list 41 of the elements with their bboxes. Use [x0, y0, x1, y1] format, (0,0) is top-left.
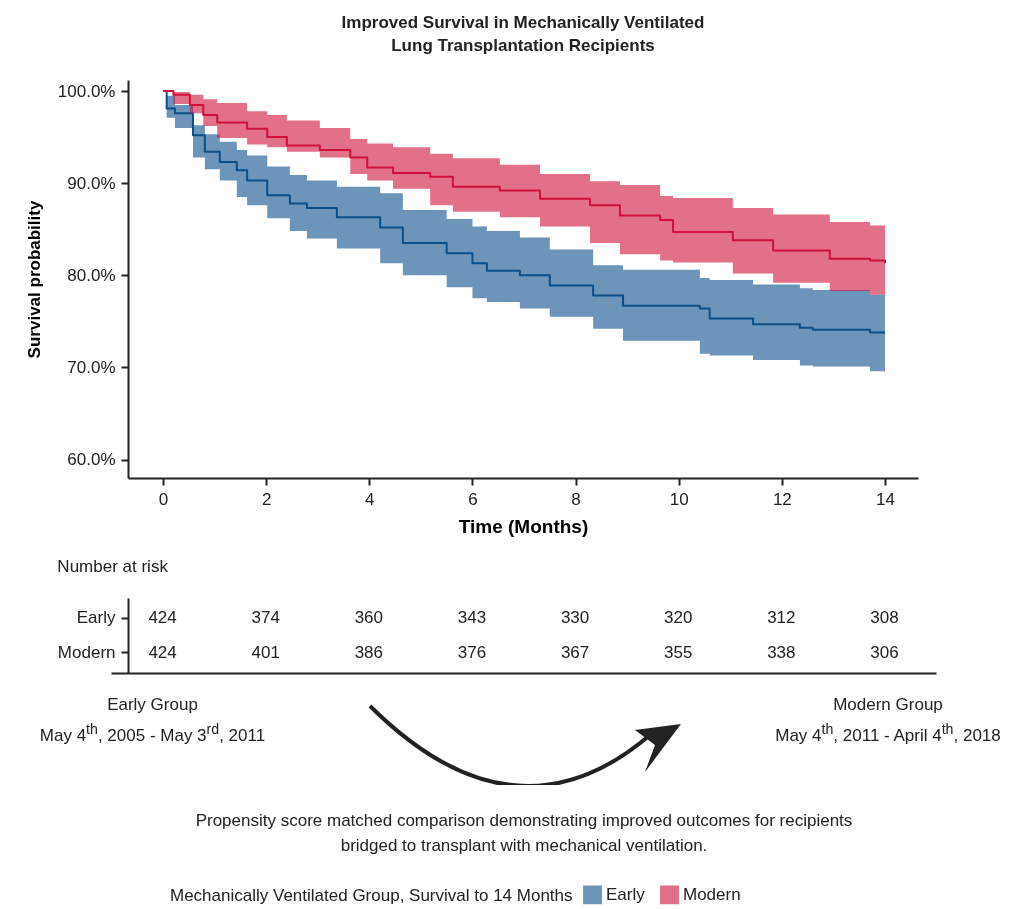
- y-tick-label: Modern: [57, 642, 116, 662]
- legend-title: Mechanically Ventilated Group, Survival to 14 Months: [170, 886, 573, 905]
- y-axis-title: Survival probability: [24, 200, 44, 359]
- data-label: 367: [560, 642, 590, 662]
- chart-title: Number at risk: [57, 557, 169, 576]
- data-label: 330: [560, 608, 590, 628]
- x-tick-label: 14: [876, 489, 895, 509]
- x-tick-label: 12: [772, 489, 792, 509]
- chart-title: Improved Survival in Mechanically Ventilated Lung Transplantation Recipients: [341, 13, 705, 55]
- x-tick-label: 10: [669, 489, 689, 509]
- data-label: 355: [664, 642, 693, 662]
- data-label: 312: [767, 608, 796, 628]
- x-tick-label: 2: [261, 489, 272, 509]
- data-label: 386: [354, 642, 383, 662]
- x-tick-label: 0: [158, 489, 169, 509]
- data-label: 343: [457, 608, 487, 628]
- x-tick-label: 8: [571, 489, 581, 509]
- legend-label: Early: [606, 884, 646, 904]
- y-tick-label: 80.0%: [67, 265, 116, 285]
- x-tick-label: 6: [468, 489, 478, 509]
- data-label: 424: [148, 608, 177, 628]
- y-tick-label: 60.0%: [67, 450, 116, 470]
- data-label: 376: [457, 642, 487, 662]
- x-axis-title: Time (Months): [458, 515, 589, 537]
- text: Modern Group May 4$^{th}$, 2011 - April 4$^{th}$, 2018: [774, 694, 1002, 747]
- data-label: 374: [251, 608, 280, 628]
- y-tick-label: Early: [76, 608, 116, 628]
- text: Propensity score matched comparison demonstrating improved outcomes for recipients bridged to transplant with mechanical ventilation.: [194, 810, 854, 857]
- data-label: 320: [664, 608, 693, 628]
- data-label: 424: [148, 642, 177, 662]
- data-label: 308: [870, 608, 899, 628]
- legend-label: Modern: [683, 884, 741, 904]
- data-label: 360: [354, 608, 383, 628]
- x-tick-label: 4: [365, 489, 375, 509]
- data-label: 306: [870, 642, 899, 662]
- text: Early Group May 4$^{th}$, 2005 - May 3$^{rd}$, 2011: [39, 695, 266, 745]
- data-label: 338: [767, 642, 796, 662]
- data-label: 401: [251, 642, 280, 662]
- y-tick-label: 100.0%: [57, 81, 116, 101]
- y-tick-label: 90.0%: [67, 173, 116, 193]
- y-tick-label: 70.0%: [67, 357, 116, 377]
